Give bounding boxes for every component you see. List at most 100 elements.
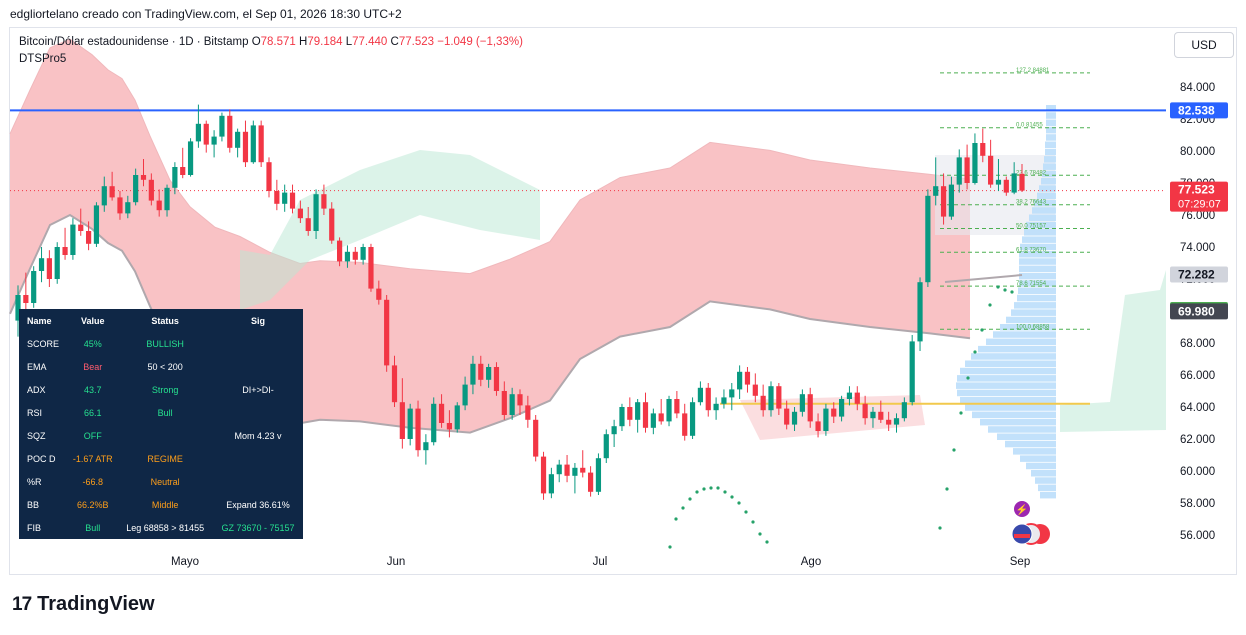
cell-status: 50 < 200 bbox=[147, 361, 183, 372]
candle-body bbox=[886, 419, 892, 425]
cell-signal: Expand 36.61% bbox=[226, 499, 290, 510]
price-label-text: 69.980 bbox=[1178, 304, 1215, 318]
table-header-row: Name Value Status Sig bbox=[19, 309, 303, 332]
candle-body bbox=[580, 467, 586, 473]
cell-signal: GZ 73670 - 75157 bbox=[221, 522, 295, 533]
sar-dot bbox=[751, 520, 755, 524]
candle-body bbox=[627, 407, 633, 420]
profile-bar bbox=[1019, 251, 1056, 258]
profile-bar bbox=[1039, 185, 1056, 192]
profile-bar bbox=[971, 353, 1056, 360]
sar-dot bbox=[681, 506, 685, 510]
cell-status: Neutral bbox=[150, 476, 180, 487]
indicator-name[interactable]: DTSPro5 bbox=[19, 53, 67, 65]
cell-signal bbox=[213, 470, 303, 493]
candle-body bbox=[1019, 173, 1025, 191]
cell-signal bbox=[213, 447, 303, 470]
candle-body bbox=[211, 136, 217, 145]
bollinger-upper-line bbox=[9, 38, 971, 275]
candle-body bbox=[674, 399, 680, 414]
candle-body bbox=[258, 125, 264, 163]
candle-body bbox=[274, 191, 280, 204]
candle-body bbox=[893, 418, 900, 425]
sar-dot bbox=[668, 545, 672, 549]
candle-body bbox=[682, 413, 688, 436]
candle-body bbox=[407, 408, 413, 439]
candle-body bbox=[501, 391, 507, 415]
profile-bar bbox=[1046, 112, 1056, 119]
cell-status: BULLISH bbox=[146, 338, 184, 349]
candle-body bbox=[995, 179, 1002, 185]
sar-dot bbox=[758, 532, 762, 536]
candle-body bbox=[360, 247, 366, 260]
candle-body bbox=[744, 371, 751, 385]
sar-dot bbox=[1010, 290, 1014, 294]
profile-box-gray bbox=[935, 155, 1055, 235]
table-row: %R -66.8 Neutral bbox=[19, 470, 303, 493]
candle-body bbox=[737, 371, 743, 390]
candle-body bbox=[862, 403, 868, 419]
profile-bar bbox=[1006, 316, 1056, 324]
profile-bar bbox=[957, 389, 1056, 397]
fib-label: 61.8 73670 bbox=[1016, 247, 1047, 253]
time-tick-label: Sep bbox=[1010, 556, 1030, 568]
candle-body bbox=[509, 394, 515, 415]
candle-body bbox=[78, 224, 84, 231]
candle-body bbox=[925, 195, 931, 283]
fib-label: 127.2 84881 bbox=[1016, 68, 1050, 74]
profile-bar bbox=[1038, 484, 1056, 492]
profile-bar bbox=[960, 367, 1056, 375]
sar-dot bbox=[973, 350, 977, 354]
candle-body bbox=[336, 240, 343, 262]
candle-body bbox=[493, 367, 500, 391]
candle-body bbox=[980, 143, 986, 156]
cloud-area-2 bbox=[1060, 270, 1166, 432]
profile-bar bbox=[1043, 163, 1056, 170]
tradingview-brand[interactable]: 17 TradingView bbox=[12, 593, 155, 616]
price-axis: 84.00082.00080.00078.00076.00074.00072.0… bbox=[1180, 82, 1215, 542]
candle-body bbox=[289, 192, 296, 209]
cell-value: -66.8 bbox=[82, 476, 104, 487]
symbol-title[interactable]: Bitcoin/Dólar estadounidense · 1D · Bits… bbox=[19, 36, 249, 48]
cell-signal bbox=[213, 332, 303, 355]
candle-body bbox=[15, 295, 21, 321]
price-tick-label: 80.000 bbox=[1180, 146, 1215, 158]
sar-dot bbox=[945, 487, 949, 491]
lightning-icon[interactable] bbox=[1014, 501, 1030, 517]
candle-body bbox=[242, 131, 249, 163]
profile-bar bbox=[972, 411, 1056, 419]
cell-status: Strong bbox=[151, 384, 179, 395]
cell-name: SQZ bbox=[27, 430, 46, 441]
candle-body bbox=[109, 186, 115, 198]
profile-bar bbox=[965, 404, 1056, 411]
candle-body bbox=[878, 411, 884, 420]
candle-body bbox=[23, 295, 29, 303]
candle-body bbox=[250, 125, 256, 163]
profile-bar bbox=[1046, 105, 1056, 112]
cell-signal bbox=[213, 401, 303, 424]
candle-body bbox=[729, 389, 735, 398]
candle-body bbox=[760, 395, 766, 411]
candle-body bbox=[831, 408, 837, 417]
time-tick-label: Mayo bbox=[171, 556, 199, 568]
profile-bar bbox=[956, 382, 1056, 389]
candle-body bbox=[988, 155, 994, 185]
candle-body bbox=[140, 175, 147, 180]
candle-body bbox=[133, 175, 139, 203]
open-value: 78.571 bbox=[260, 36, 296, 48]
cell-status bbox=[117, 424, 213, 447]
candle-body bbox=[321, 194, 327, 209]
candle-body bbox=[227, 115, 233, 148]
sar-dot bbox=[1003, 288, 1007, 292]
high-label: H bbox=[299, 36, 308, 48]
candle-body bbox=[85, 231, 92, 244]
trend-segment bbox=[944, 274, 1023, 283]
cell-value: Bear bbox=[83, 361, 103, 372]
candle-body bbox=[54, 247, 60, 279]
price-tick-label: 60.000 bbox=[1180, 466, 1215, 478]
candle-body bbox=[305, 218, 311, 231]
chart-frame bbox=[9, 27, 1237, 575]
currency-button[interactable]: USD bbox=[1174, 32, 1234, 58]
profile-bar bbox=[1037, 192, 1056, 200]
profile-bar bbox=[980, 418, 1056, 426]
